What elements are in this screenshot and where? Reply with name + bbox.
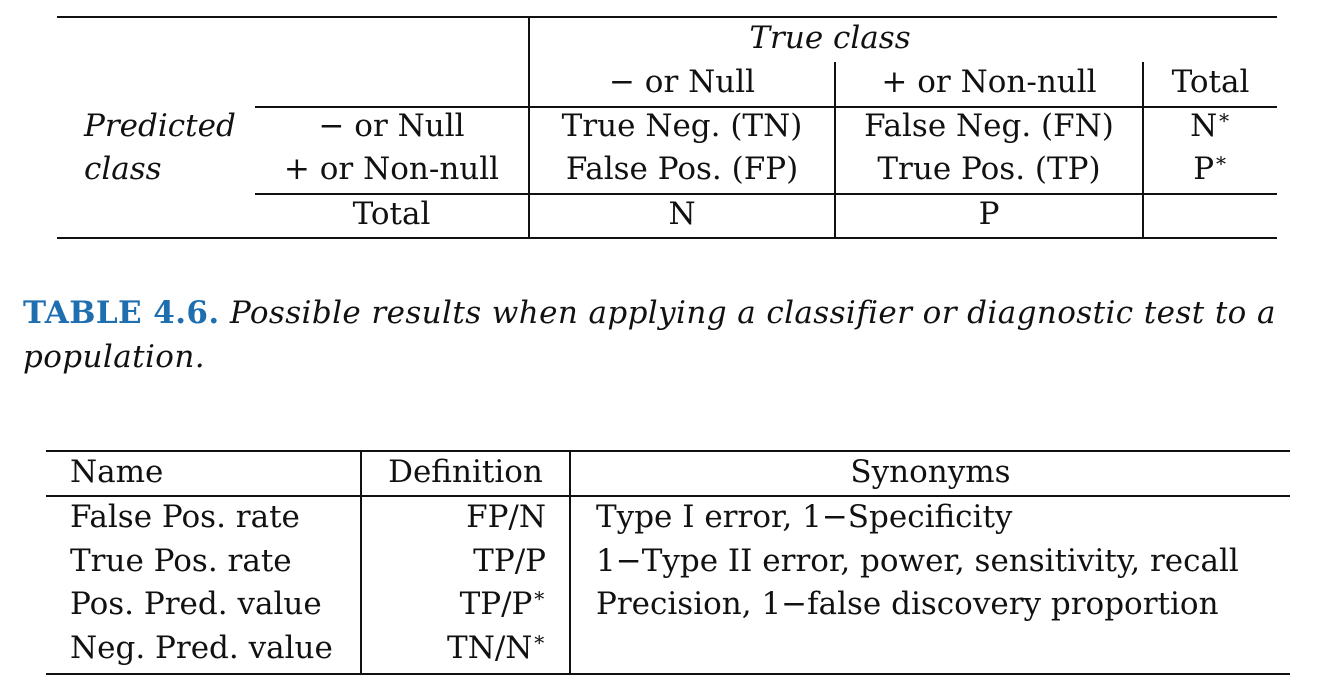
table-header-rule xyxy=(255,106,1277,108)
p-star-base: P xyxy=(1193,151,1215,187)
cell-fn: False Neg. (FN) xyxy=(864,108,1114,144)
p-star-sup: ∗ xyxy=(1214,148,1228,172)
header-definition: Definition xyxy=(388,454,543,490)
cell-n-star: N∗ xyxy=(1144,104,1277,148)
def-row-definition-base: TP/P xyxy=(473,543,546,579)
cell-total-n: N xyxy=(668,196,696,232)
def-row-synonyms: 1−Type II error, power, sensitivity, rec… xyxy=(596,543,1239,579)
n-star-base: N xyxy=(1190,108,1218,144)
caption-label: TABLE 4.6. xyxy=(23,295,220,331)
confusion-table: True class − or Null + or Non-null Total… xyxy=(57,16,1277,240)
predicted-class-label-2: class xyxy=(84,151,162,187)
cell-tn: True Neg. (TN) xyxy=(561,108,803,144)
def-table-bottom-rule xyxy=(46,673,1290,675)
def-col-rule-1 xyxy=(360,450,362,674)
col-rule-1 xyxy=(528,18,530,238)
row-label-null: − or Null xyxy=(318,108,465,144)
cell-fp: False Pos. (FP) xyxy=(565,151,799,187)
def-row-definition-base: FP/N xyxy=(466,499,546,535)
def-row-definition: TP/P∗ xyxy=(362,582,546,626)
col-header-null: − or Null xyxy=(608,64,756,100)
header-name: Name xyxy=(70,454,164,490)
cell-total-p: P xyxy=(978,196,1000,232)
def-table-top-rule xyxy=(46,450,1290,452)
def-row-definition: TP/P xyxy=(362,539,546,583)
def-row-definition-base: TP/P xyxy=(459,586,533,622)
n-star-sup: ∗ xyxy=(1217,105,1231,129)
def-row-name: False Pos. rate xyxy=(70,499,300,535)
col-header-total: Total xyxy=(1171,64,1250,100)
def-row-definition: FP/N xyxy=(362,495,546,539)
caption-text: Possible results when applying a classif… xyxy=(229,295,1276,331)
def-row-definition-sup: ∗ xyxy=(532,627,546,651)
predicted-class-label: Predicted xyxy=(84,108,236,144)
cell-tp: True Pos. (TP) xyxy=(877,151,1101,187)
def-row-name: Neg. Pred. value xyxy=(70,630,333,666)
col-header-nonnull: + or Non-null xyxy=(881,64,1097,100)
def-row-name: True Pos. rate xyxy=(70,543,292,579)
def-row-definition-base: TN/N xyxy=(447,630,533,666)
def-row-definition: TN/N∗ xyxy=(362,626,546,670)
col-rule-3 xyxy=(1142,62,1144,238)
def-row-synonyms: Precision, 1−false discovery proportion xyxy=(596,586,1219,622)
row-label-nonnull: + or Non-null xyxy=(283,151,500,187)
true-class-header: True class xyxy=(749,20,911,56)
def-col-rule-2 xyxy=(569,450,571,674)
def-table-header-rule xyxy=(46,495,1290,497)
table-bottom-rule xyxy=(57,237,1277,239)
cell-p-star: P∗ xyxy=(1144,147,1277,191)
def-row-synonyms: Type I error, 1−Specificity xyxy=(596,499,1013,535)
definitions-table: Name Definition Synonyms False Pos. rate… xyxy=(46,450,1290,676)
table-caption: TABLE 4.6. Possible results when applyin… xyxy=(23,291,1313,379)
row-label-total: Total xyxy=(352,196,431,232)
header-synonyms: Synonyms xyxy=(850,454,1011,490)
table-top-rule xyxy=(57,16,1277,18)
def-row-name: Pos. Pred. value xyxy=(70,586,322,622)
def-row-definition-sup: ∗ xyxy=(532,583,546,607)
table-total-rule xyxy=(255,193,1277,195)
caption-text-line2: population. xyxy=(23,339,205,375)
col-rule-2 xyxy=(834,62,836,238)
